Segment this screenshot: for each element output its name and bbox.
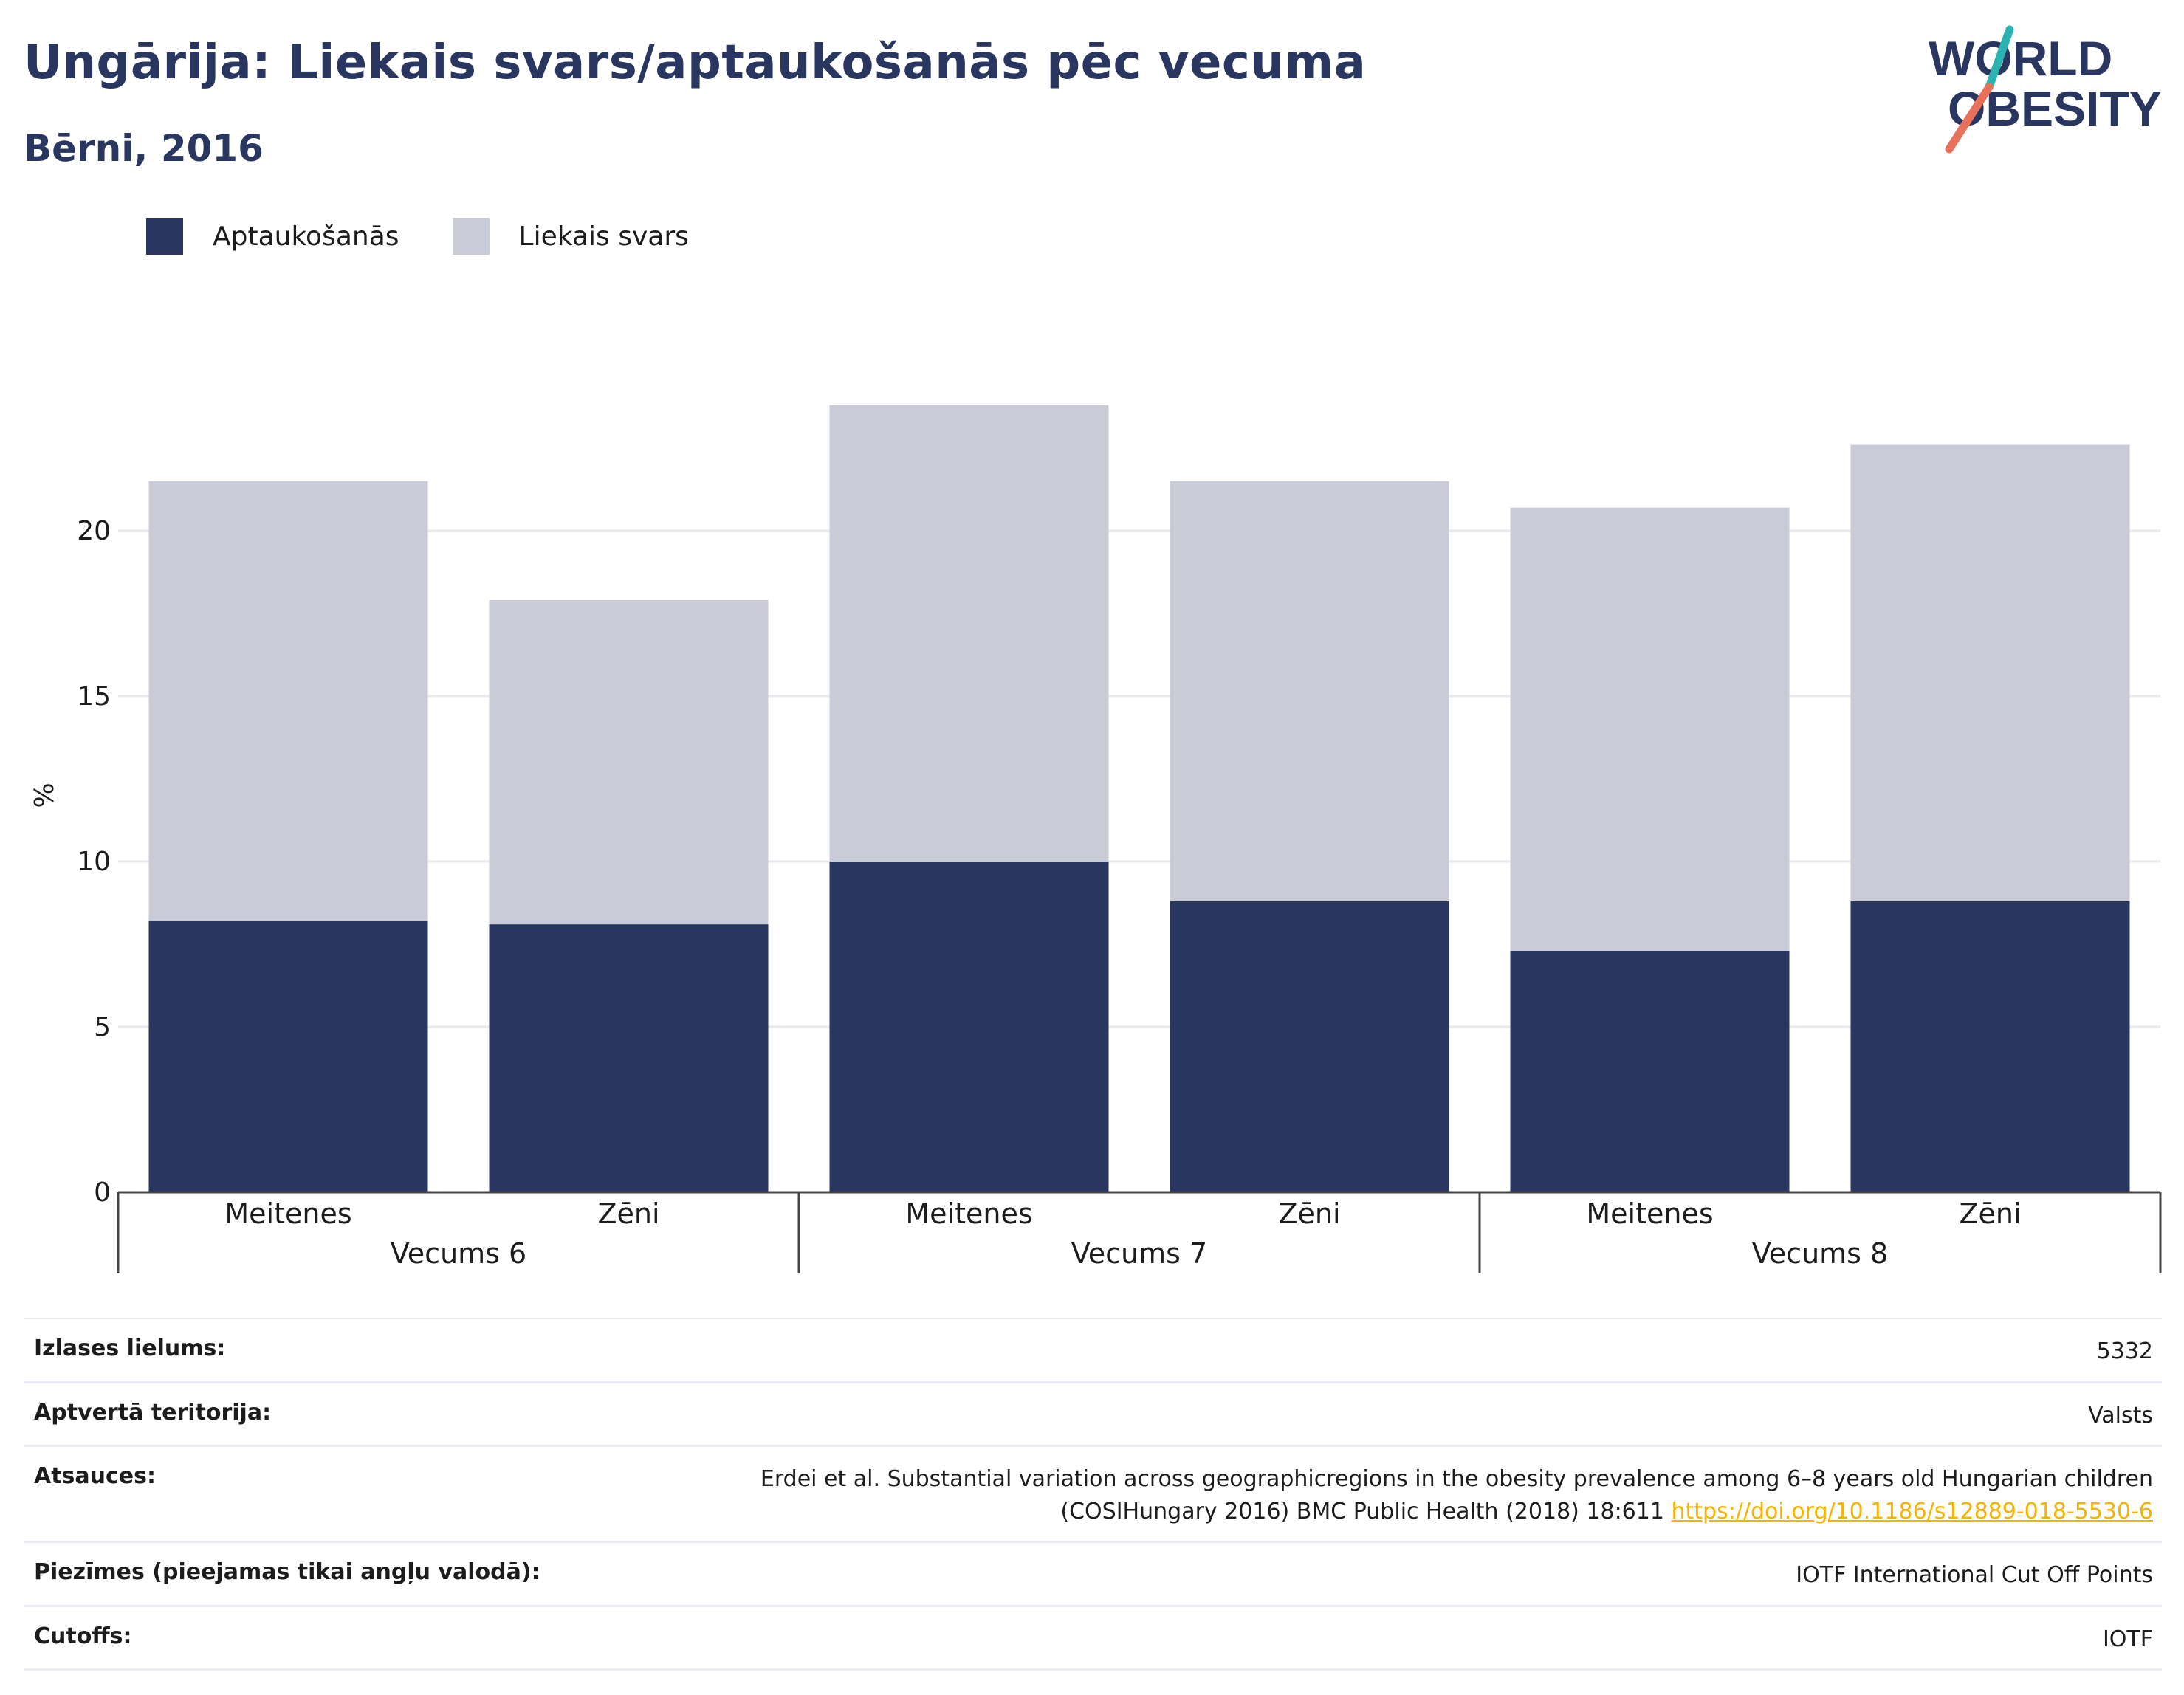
info-label: Piezīmes (pieejamas tikai angļu valodā):: [34, 1559, 540, 1585]
bar-overweight: [1850, 444, 2130, 901]
world-obesity-logo: WORLD OBESITY: [1929, 25, 2162, 154]
bar-obesity: [1510, 950, 1790, 1192]
x-group-label: Vecums 6: [391, 1237, 526, 1270]
y-tick-label: 10: [77, 847, 111, 877]
bar-obesity: [148, 921, 428, 1192]
x-category-label: Meitenes: [905, 1197, 1032, 1230]
reference-doi-link[interactable]: https://doi.org/10.1186/s12889-018-5530-…: [1671, 1498, 2153, 1524]
bar-obesity: [1850, 901, 2130, 1192]
info-value: 5332: [2096, 1338, 2153, 1364]
info-label: Cutoffs:: [34, 1623, 132, 1649]
info-label: Aptvertā teritorija:: [34, 1399, 272, 1426]
y-tick-label: 20: [77, 516, 111, 546]
bar-overweight: [1510, 507, 1790, 951]
bar-obesity: [1170, 901, 1449, 1192]
bar-obesity: [829, 862, 1109, 1192]
info-label: Atsauces:: [34, 1463, 156, 1489]
stacked-bar-chart: 0 5 10 15 20% Meitenes Zēni Meitenes Zēni Meitene…: [30, 405, 2162, 1273]
bar-overweight: [148, 481, 428, 921]
info-value: IOTF: [2102, 1626, 2153, 1652]
info-label: Izlases lielums:: [34, 1335, 226, 1361]
info-row-cutoffs: Cutoffs: IOTF: [24, 1607, 2162, 1671]
y-axis-label: %: [30, 783, 60, 808]
x-category-label: Zēni: [1959, 1197, 2021, 1230]
bar-obesity: [489, 924, 769, 1192]
legend-swatch-obesity: [146, 218, 183, 255]
info-value-reference: Erdei et al. Substantial variation acros…: [760, 1463, 2153, 1527]
y-tick-label: 5: [94, 1012, 111, 1042]
reference-text-line1: Erdei et al. Substantial variation acros…: [760, 1466, 2153, 1492]
x-category-label: Meitenes: [224, 1197, 351, 1230]
x-group-label: Vecums 8: [1752, 1237, 1888, 1270]
legend-item-obesity[interactable]: Aptaukošanās: [146, 218, 399, 255]
chart-title: Ungārija: Liekais svars/aptaukošanās pēc…: [24, 35, 1367, 90]
legend: Aptaukošanās Liekais svars: [146, 218, 742, 255]
x-group-label: Vecums 7: [1071, 1237, 1207, 1270]
info-row-sample-size: Izlases lielums: 5332: [24, 1319, 2162, 1383]
logo-slash-teal: [1985, 25, 2014, 92]
bar-overweight: [489, 600, 769, 925]
legend-item-overweight[interactable]: Liekais svars: [452, 218, 689, 255]
y-tick-label: 15: [77, 681, 111, 712]
info-value: Valsts: [2088, 1402, 2153, 1428]
chart-subtitle: Bērni, 2016: [24, 127, 264, 170]
x-category-label: Zēni: [597, 1197, 659, 1230]
info-row-notes: Piezīmes (pieejamas tikai angļu valodā):…: [24, 1543, 2162, 1607]
legend-label-obesity: Aptaukošanās: [213, 221, 399, 252]
info-table: Izlases lielums: 5332 Aptvertā teritorij…: [24, 1318, 2162, 1671]
x-category-label: Zēni: [1278, 1197, 1340, 1230]
info-row-coverage: Aptvertā teritorija: Valsts: [24, 1383, 2162, 1447]
info-row-references: Atsauces: Erdei et al. Substantial varia…: [24, 1447, 2162, 1543]
bar-overweight: [829, 405, 1109, 862]
logo-line1: WORLD: [1929, 31, 2112, 86]
legend-swatch-overweight: [452, 218, 490, 255]
logo-slash-coral: [1945, 83, 1994, 154]
legend-label-overweight: Liekais svars: [518, 221, 689, 252]
info-value: IOTF International Cut Off Points: [1796, 1562, 2153, 1588]
y-tick-label: 0: [94, 1177, 111, 1208]
x-category-label: Meitenes: [1586, 1197, 1713, 1230]
reference-text-line2: (COSIHungary 2016) BMC Public Health (20…: [1060, 1498, 1672, 1524]
bar-overweight: [1170, 481, 1449, 901]
